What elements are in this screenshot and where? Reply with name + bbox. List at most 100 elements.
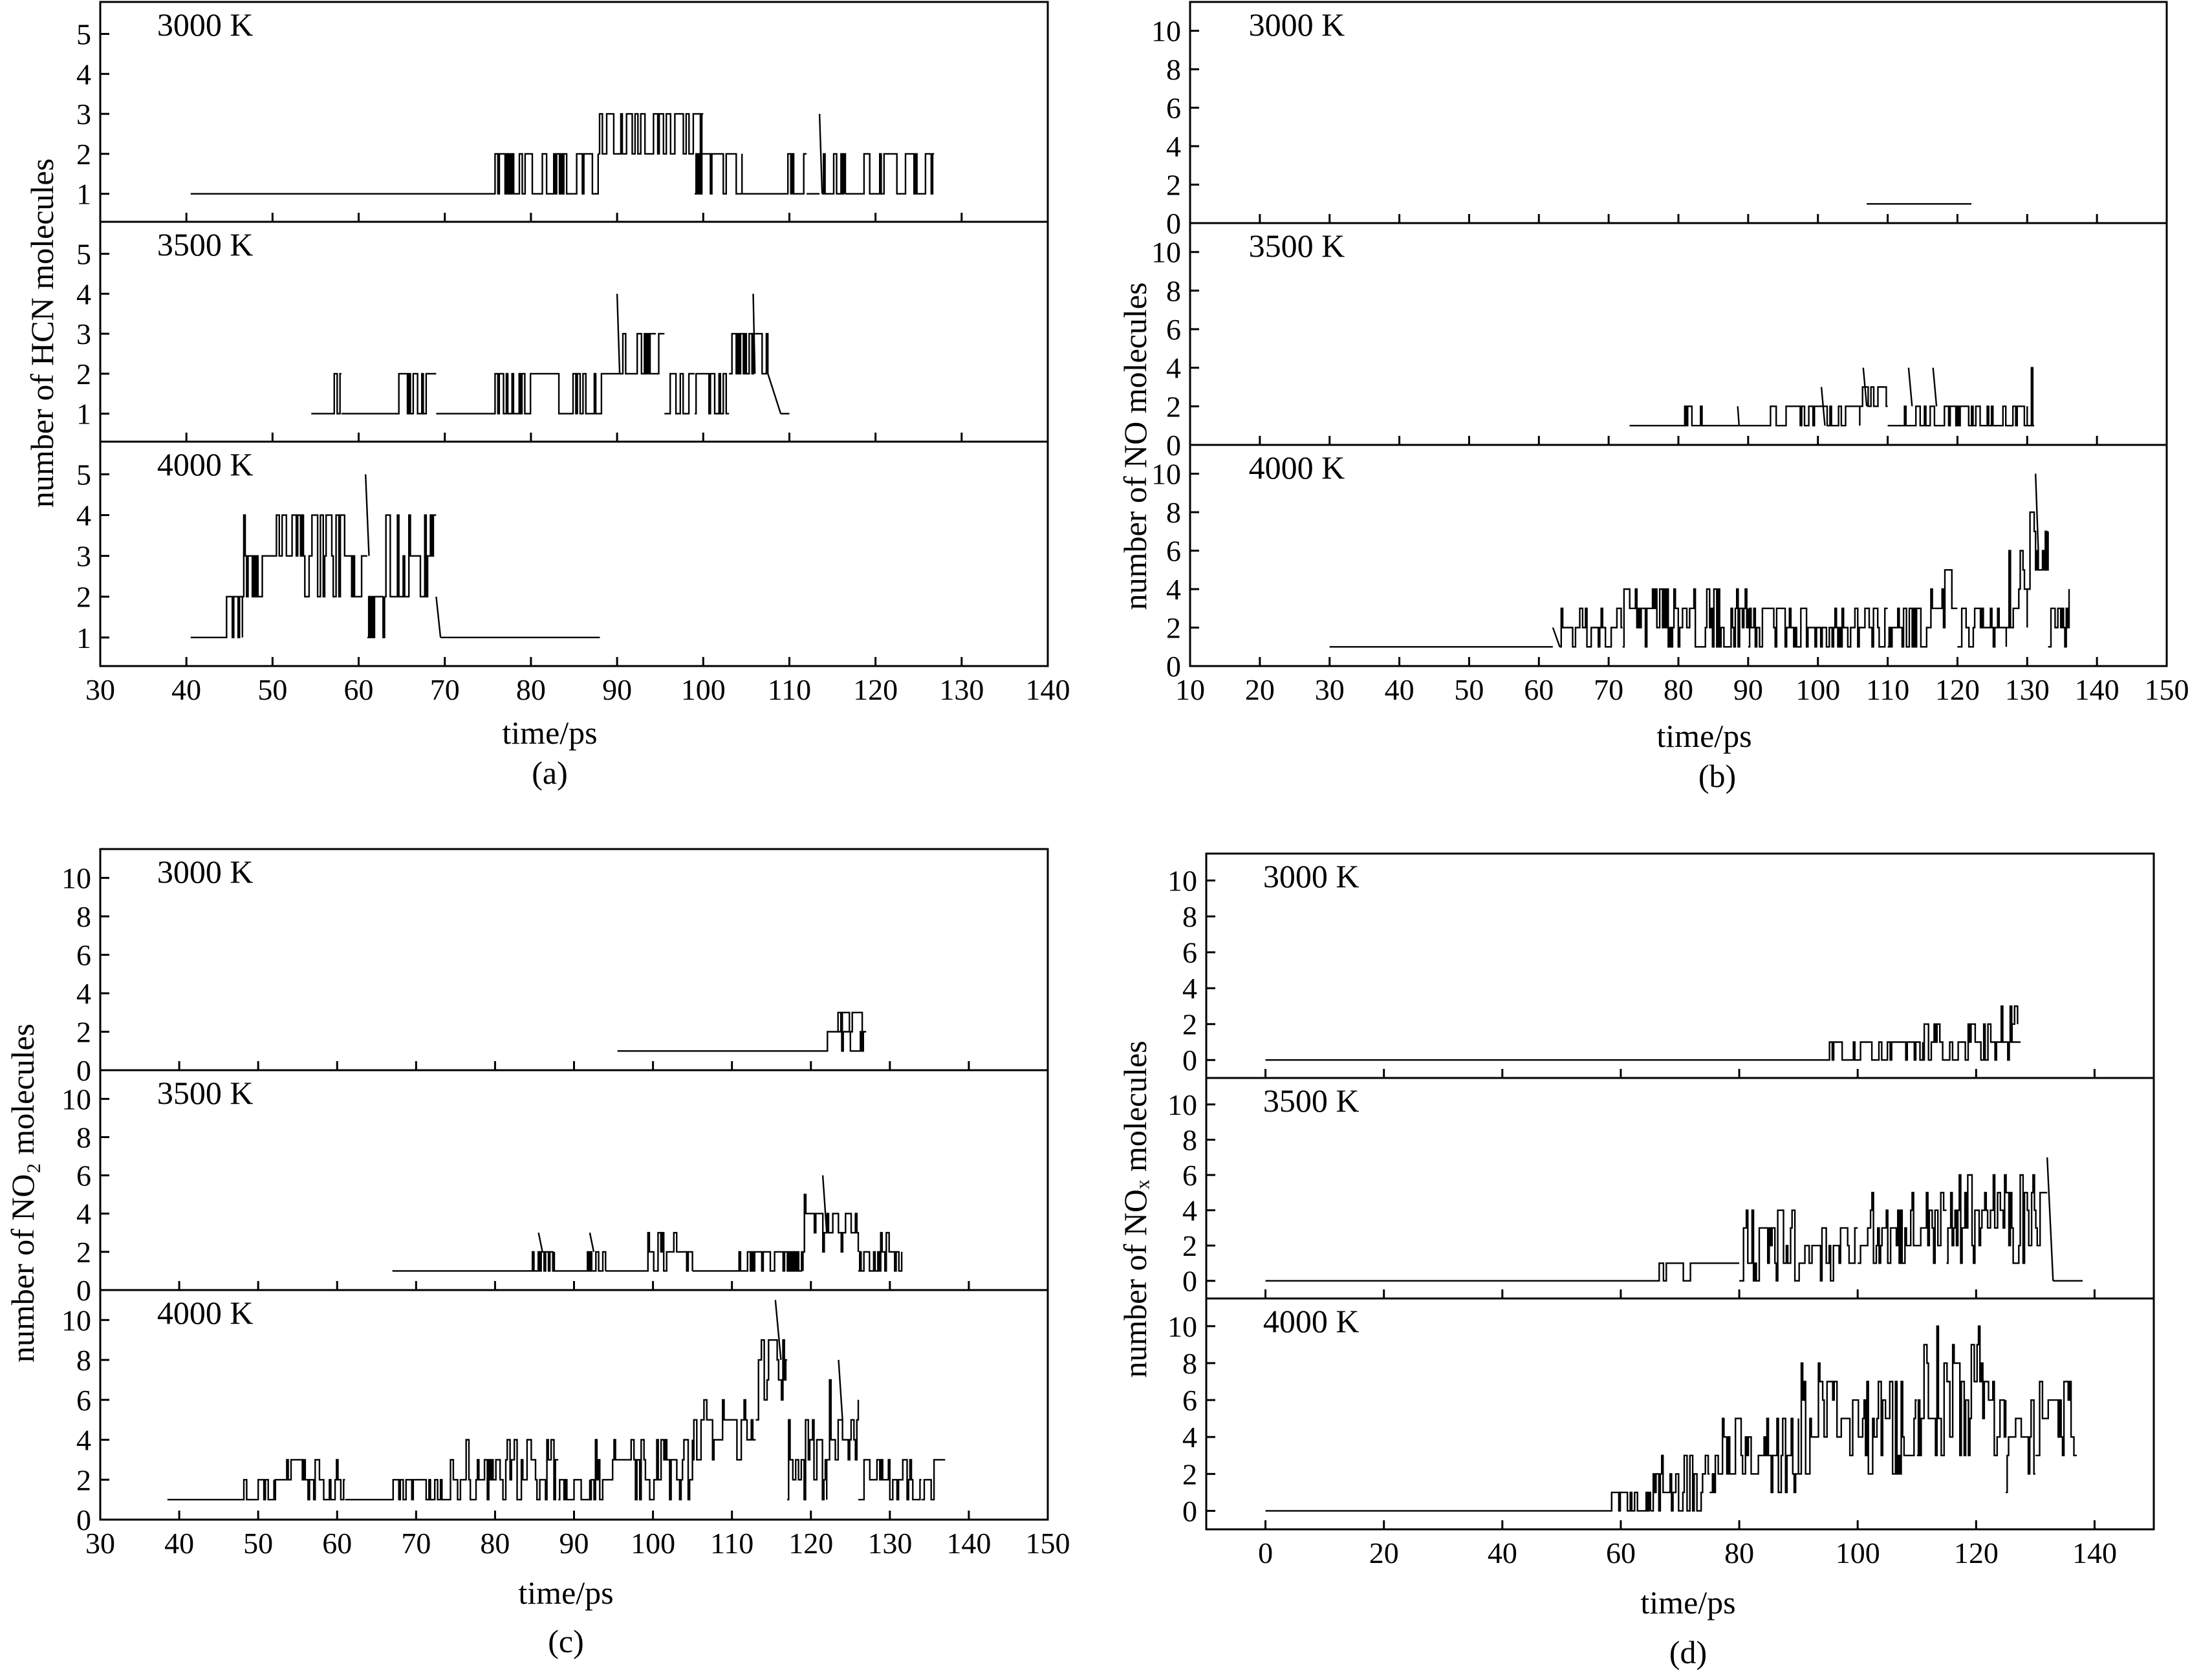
y-tick-label: 8	[76, 1121, 91, 1154]
x-tick-label: 90	[1733, 673, 1763, 706]
x-tick-label: 120	[1954, 1536, 1999, 1569]
panel-b-tag: (b)	[1698, 758, 1736, 794]
temperature-label: 4000 K	[1249, 449, 1345, 486]
x-tick-label: 120	[853, 673, 898, 706]
temperature-label: 4000 K	[157, 446, 254, 482]
y-tick-label: 6	[76, 939, 91, 972]
y-tick-label: 4	[76, 499, 91, 532]
x-tick-label: 40	[1488, 1536, 1517, 1569]
x-tick-label: 60	[344, 673, 374, 706]
y-tick-label: 2	[76, 1236, 91, 1269]
x-tick-label: 80	[516, 673, 546, 706]
y-tick-label: 8	[1182, 900, 1197, 933]
series-line	[190, 474, 600, 638]
temperature-label: 3500 K	[1249, 228, 1345, 264]
temperature-label: 3500 K	[157, 226, 254, 263]
y-tick-label: 4	[76, 1424, 91, 1457]
y-tick-label: 6	[1182, 1384, 1197, 1417]
panel-a-xlabel: time/ps	[502, 715, 597, 751]
y-tick-label: 8	[1166, 53, 1181, 86]
y-tick-label: 4	[1182, 972, 1197, 1005]
x-tick-label: 0	[1258, 1536, 1273, 1569]
x-tick-label: 20	[1245, 673, 1275, 706]
x-tick-label: 40	[164, 1527, 194, 1560]
x-tick-label: 50	[1454, 673, 1484, 706]
panel-d: number of NOₓ molecules time/ps (d) 0246…	[1117, 852, 2155, 1670]
x-tick-label: 30	[85, 673, 115, 706]
x-tick-label: 110	[1866, 673, 1909, 706]
y-tick-label: 10	[61, 862, 91, 895]
y-tick-label: 8	[76, 900, 91, 933]
series-line	[167, 1300, 946, 1501]
y-tick-label: 6	[1166, 92, 1181, 125]
x-tick-label: 50	[243, 1527, 273, 1560]
series-line	[1265, 1157, 2083, 1282]
y-tick-label: 4	[76, 1198, 91, 1231]
y-tick-label: 3	[76, 318, 91, 350]
x-tick-label: 80	[480, 1527, 510, 1560]
y-tick-label: 2	[1182, 1229, 1197, 1262]
series-line	[392, 1175, 903, 1272]
y-tick-label: 1	[76, 621, 91, 654]
y-tick-label: 10	[1151, 458, 1181, 491]
y-tick-label: 6	[1182, 936, 1197, 969]
x-tick-label: 120	[1935, 673, 1980, 706]
y-tick-label: 6	[76, 1159, 91, 1192]
temperature-label: 4000 K	[157, 1295, 254, 1331]
x-tick-label: 70	[1594, 673, 1623, 706]
y-tick-label: 10	[1151, 15, 1181, 48]
temperature-label: 3500 K	[1263, 1082, 1360, 1119]
x-tick-label: 70	[401, 1527, 431, 1560]
x-tick-label: 140	[2072, 1536, 2117, 1569]
y-tick-label: 4	[1166, 352, 1181, 385]
x-tick-label: 130	[939, 673, 984, 706]
temperature-label: 3500 K	[157, 1075, 254, 1111]
x-tick-label: 110	[710, 1527, 754, 1560]
x-tick-label: 140	[2075, 673, 2120, 706]
x-tick-label: 100	[631, 1527, 675, 1560]
series-line	[1265, 1005, 2021, 1061]
x-tick-label: 100	[1795, 673, 1840, 706]
panel-c: number of NO₂ molecules time/ps (c) 0 2 4 6…	[5, 848, 1070, 1659]
x-tick-label: 60	[1606, 1536, 1636, 1569]
y-tick-label: 5	[76, 17, 91, 50]
panel-a: number of HCN molecules time/ps (a) 1 2 3 4…	[24, 1, 1070, 791]
x-tick-label: 100	[1836, 1536, 1880, 1569]
y-tick-label: 8	[1182, 1123, 1197, 1156]
x-tick-label: 30	[85, 1527, 115, 1560]
y-tick-label: 10	[1167, 1310, 1197, 1343]
temperature-label: 3000 K	[1249, 6, 1345, 43]
x-tick-label: 130	[2005, 673, 2050, 706]
series-line	[1629, 367, 2035, 427]
panel-b: number of NO molecules time/ps (b) 0 2 4 6 8…	[1117, 1, 2189, 794]
panel-b-xlabel: time/ps	[1656, 718, 1751, 754]
x-tick-label: 110	[768, 673, 811, 706]
y-tick-label: 0	[76, 1054, 91, 1087]
y-tick-label: 8	[76, 1344, 91, 1377]
x-tick-label: 40	[171, 673, 201, 706]
x-tick-label: 20	[1369, 1536, 1399, 1569]
series-line	[1329, 473, 2070, 648]
panel-d-xlabel: time/ps	[1640, 1584, 1735, 1621]
y-tick-label: 0	[1166, 650, 1181, 683]
x-tick-label: 120	[788, 1527, 833, 1560]
y-tick-label: 6	[1166, 313, 1181, 346]
series-line	[190, 113, 935, 195]
y-tick-label: 0	[1166, 429, 1181, 462]
y-tick-label: 8	[1166, 496, 1181, 529]
y-tick-label: 0	[1182, 1265, 1197, 1298]
x-tick-label: 140	[946, 1527, 991, 1560]
x-tick-label: 150	[2145, 673, 2189, 706]
series-line	[311, 294, 790, 415]
panel-d-tag: (d)	[1669, 1634, 1707, 1670]
y-tick-label: 10	[1167, 865, 1197, 898]
y-tick-label: 2	[1166, 169, 1181, 202]
panel-c-tag: (c)	[548, 1623, 584, 1659]
y-tick-label: 5	[76, 237, 91, 270]
y-tick-label: 6	[76, 1384, 91, 1417]
y-tick-label: 0	[76, 1503, 91, 1536]
y-tick-label: 2	[1166, 612, 1181, 645]
y-tick-label: 5	[76, 458, 91, 491]
y-tick-label: 3	[76, 540, 91, 573]
y-tick-label: 4	[1166, 573, 1181, 606]
